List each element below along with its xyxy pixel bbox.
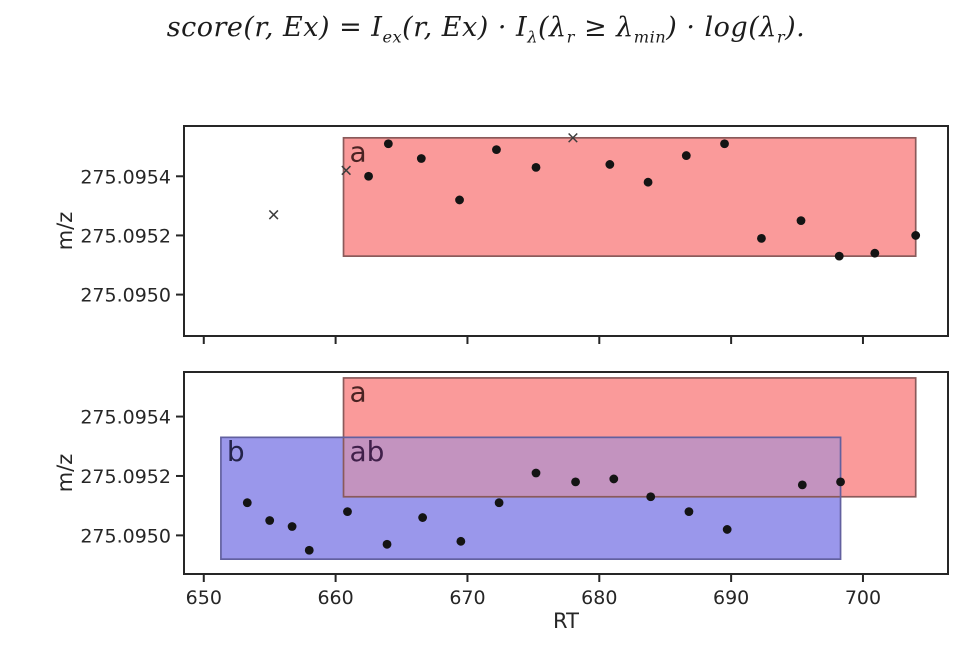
data-point: [609, 474, 619, 484]
y-tick-label: 275.0954: [80, 407, 171, 429]
data-point: [757, 233, 766, 243]
y-tick-label: 275.0950: [80, 525, 171, 547]
x-marker: [268, 209, 279, 220]
region-a-outline: [342, 136, 917, 257]
equation-token: (λ: [537, 12, 567, 43]
data-point: [531, 163, 541, 172]
x-tick-label: 700: [845, 587, 881, 609]
data-point: [571, 477, 580, 487]
data-point: [605, 160, 615, 169]
region-a-fill: [343, 137, 916, 257]
data-point: [456, 536, 466, 546]
plot-bottom: 650 660 670 680 690 700 275.0954 275.0952 275.09…: [53, 371, 949, 633]
plot-frame-bottom: [183, 371, 949, 575]
data-point: [364, 171, 373, 181]
y-tick-label: 275.0954: [80, 166, 171, 188]
data-point: [796, 216, 806, 226]
equation-token: (r, Ex) · I: [402, 12, 528, 43]
data-point: [797, 480, 807, 490]
region-ab-fill: [343, 437, 841, 497]
y-tick-label: 275.0950: [80, 285, 171, 307]
data-point: [643, 177, 653, 187]
equation-token: ).: [785, 12, 806, 43]
data-point: [834, 251, 844, 261]
data-point: [416, 154, 426, 163]
data-point: [383, 139, 393, 149]
region-b-outline: [220, 436, 842, 560]
data-point: [684, 507, 694, 517]
y-axis-label: m/z: [53, 454, 77, 493]
data-point: [911, 231, 921, 240]
data-point: [646, 492, 656, 502]
y-tick-label: 275.0952: [80, 225, 171, 247]
region-a-label: a: [350, 376, 367, 409]
data-point: [722, 525, 732, 534]
equation-token: ≥ λ: [574, 12, 634, 43]
equation-subscript: ex: [382, 27, 403, 47]
data-point: [681, 151, 691, 160]
x-tick-label: 680: [581, 587, 617, 609]
region-ab-label: ab: [350, 435, 385, 468]
data-point: [870, 248, 880, 258]
x-tick-label: 650: [186, 587, 222, 609]
data-point: [836, 477, 845, 487]
x-marker: [568, 133, 578, 143]
data-point: [343, 507, 352, 517]
data-point: [287, 522, 297, 531]
data-point: [265, 516, 275, 525]
x-tick-label: 670: [449, 587, 485, 609]
data-point: [720, 139, 729, 149]
x-marker: [341, 165, 351, 176]
y-tick-label: 275.0952: [80, 466, 171, 488]
region-b-label: b: [227, 435, 245, 468]
x-tick-label: 690: [713, 587, 749, 609]
data-point: [455, 195, 464, 205]
equation-subscript: λ: [527, 27, 538, 47]
y-axis-label: m/z: [53, 212, 77, 251]
data-point: [531, 468, 541, 478]
plot-frame-top: [183, 125, 949, 337]
equation-token: ) · log(λ: [666, 12, 777, 43]
data-point: [494, 498, 504, 508]
equation-token: score(r, Ex) = I: [166, 12, 383, 43]
equation: score(r, Ex) = Iex(r, Ex) · Iλ(λr ≥ λmin…: [0, 12, 972, 47]
data-point: [418, 513, 428, 522]
x-tick-label: 660: [317, 587, 353, 609]
data-point: [304, 545, 314, 555]
plot-top: 275.0954 275.0952 275.0950 a m/z: [53, 125, 949, 344]
data-point: [382, 539, 392, 549]
region-a-label: a: [350, 136, 367, 169]
equation-subscript: r: [566, 27, 575, 47]
x-axis-label: RT: [553, 609, 579, 633]
data-point: [492, 145, 501, 155]
equation-subscript: r: [776, 27, 786, 47]
data-point: [242, 498, 252, 508]
equation-subscript: min: [633, 27, 667, 47]
